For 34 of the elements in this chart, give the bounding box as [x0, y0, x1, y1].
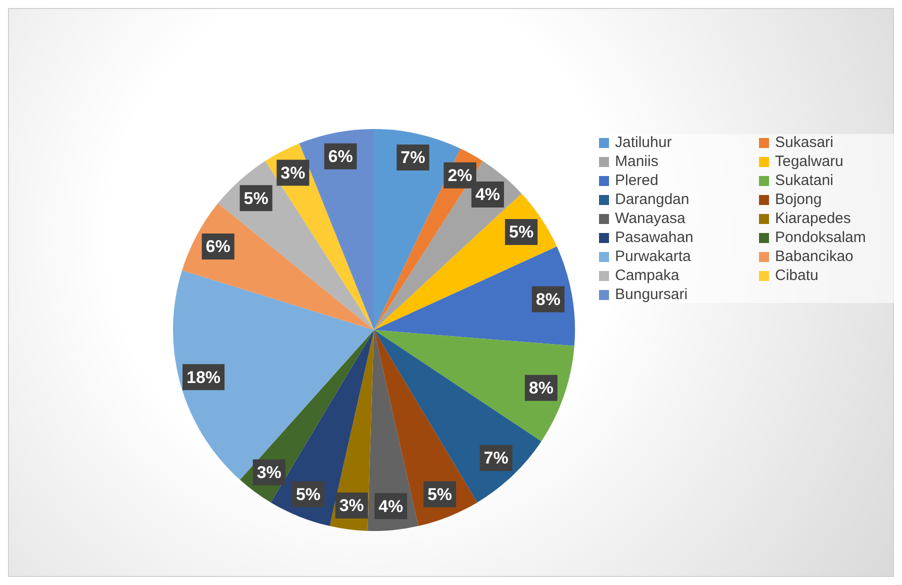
legend-label: Pasawahan [615, 229, 694, 246]
data-label: 7% [400, 148, 426, 168]
legend-label: Bungursari [615, 286, 688, 303]
data-label: 8% [528, 378, 554, 398]
legend-label: Cibatu [775, 267, 818, 284]
legend-label: Plered [615, 172, 658, 189]
legend-label: Maniis [615, 153, 658, 170]
legend-label: Kiarapedes [775, 210, 851, 227]
data-label: 3% [280, 163, 306, 182]
legend-label: Bojong [775, 191, 822, 208]
legend-label: Darangdan [615, 191, 690, 208]
data-label: 6% [206, 237, 230, 256]
legend-label: Pondoksalam [775, 229, 866, 246]
legend-label: Wanayasa [615, 210, 686, 227]
data-label: 6% [328, 147, 353, 166]
legend-label: Babancikao [775, 248, 854, 265]
data-label: 2% [448, 166, 472, 186]
data-label: 8% [536, 290, 560, 309]
legend-label: Campaka [615, 267, 680, 284]
legend-label: Tegalwaru [775, 153, 844, 170]
data-label: 5% [244, 188, 268, 208]
data-label: 3% [339, 496, 364, 516]
legend-label: Sukatani [775, 172, 834, 189]
legend-label: Jatiluhur [615, 134, 672, 151]
data-label: 5% [296, 484, 321, 504]
data-label: 5% [427, 484, 452, 504]
data-label: 18% [186, 368, 221, 387]
data-label: 7% [484, 448, 508, 468]
legend-label: Sukasari [775, 134, 834, 151]
data-label: 4% [475, 185, 500, 204]
legend-label: Purwakarta [615, 248, 691, 265]
data-label: 4% [378, 496, 404, 516]
data-label: 3% [256, 463, 282, 482]
data-label: 5% [508, 222, 534, 242]
